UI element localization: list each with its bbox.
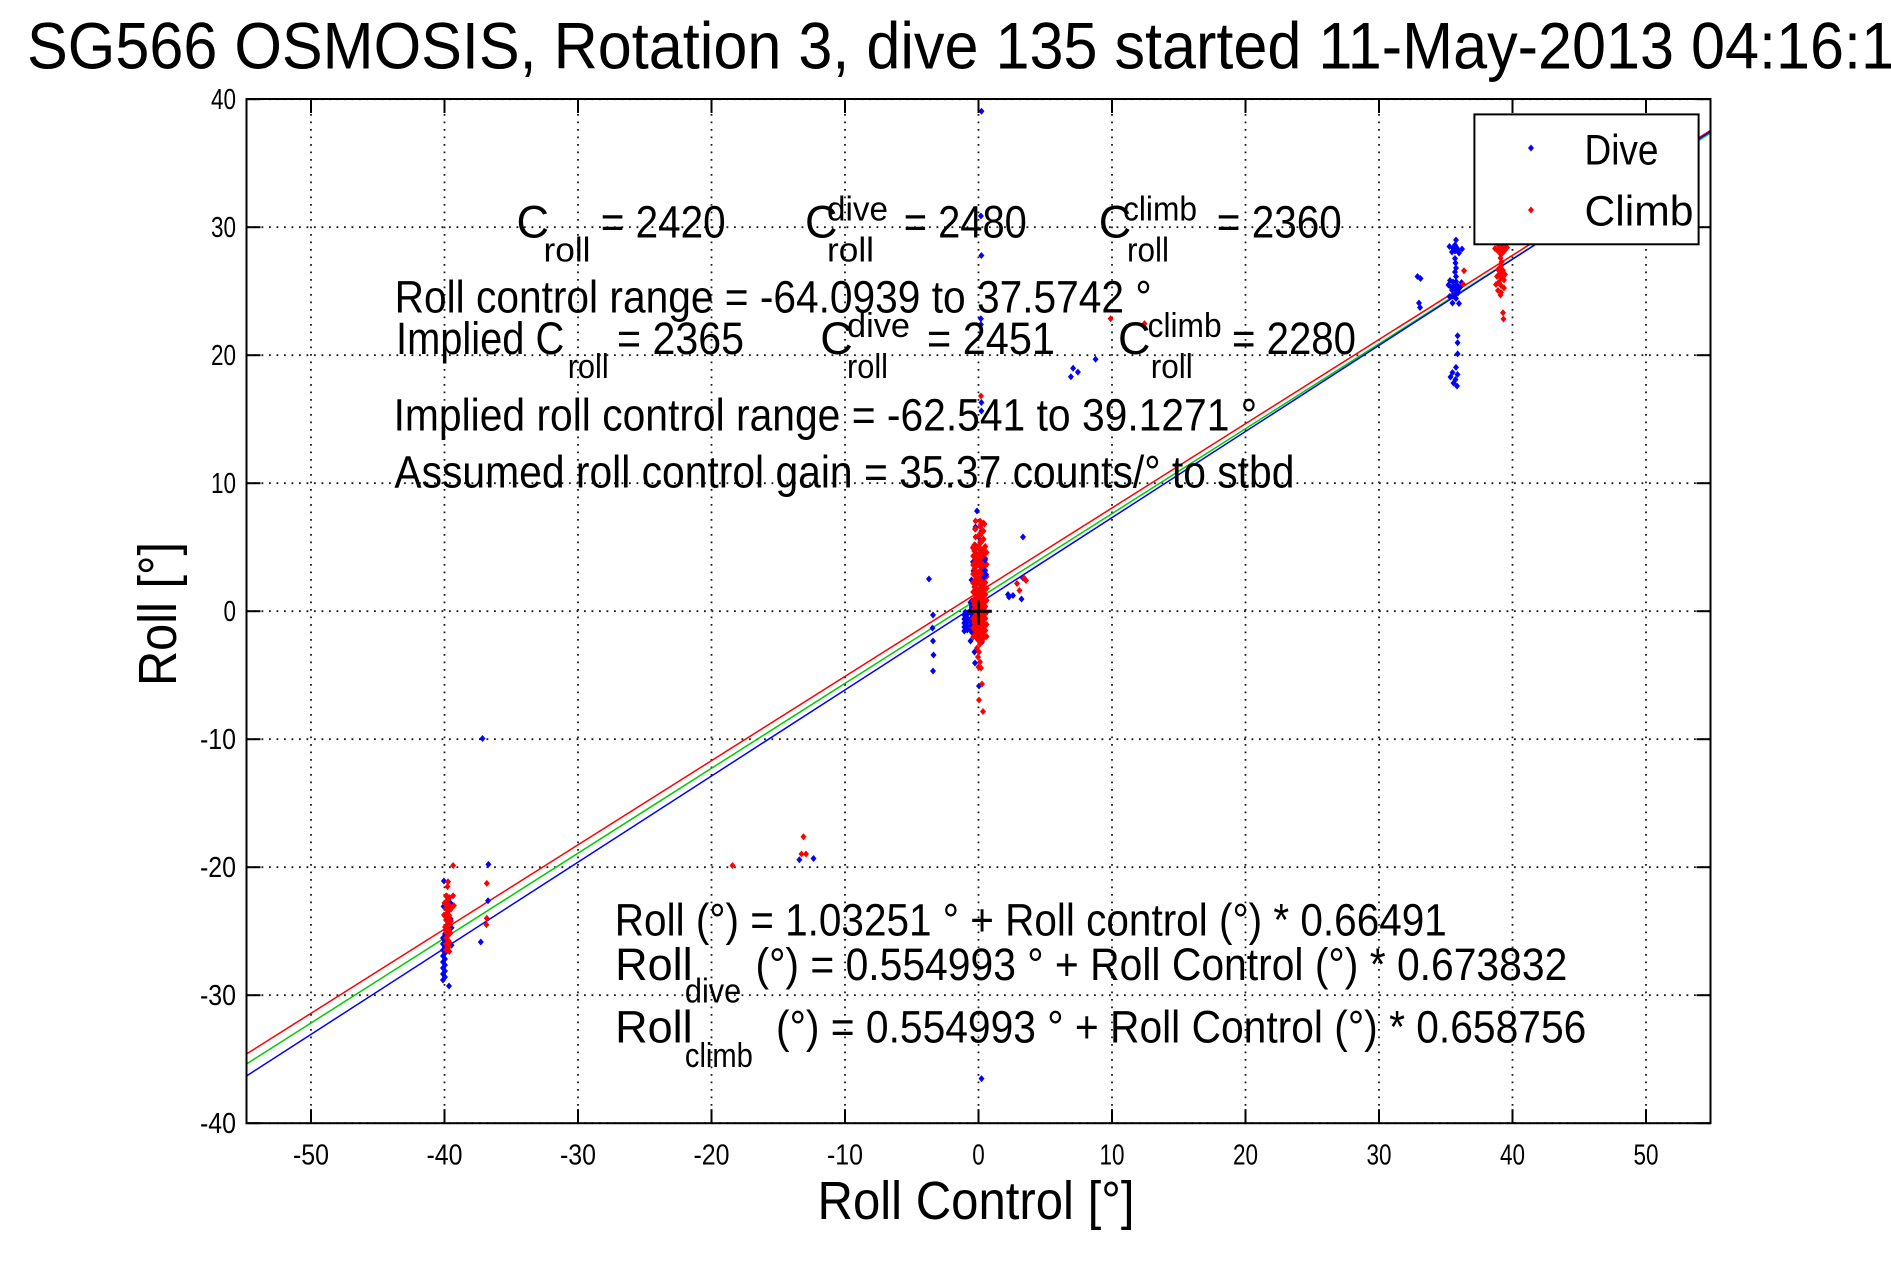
svg-text:dive: dive: [827, 191, 888, 229]
svg-text:roll: roll: [847, 348, 888, 386]
svg-text:Implied roll control range = -: Implied roll control range = -62.541 to …: [394, 390, 1258, 441]
svg-text:-40: -40: [427, 1140, 463, 1172]
svg-text:Roll Control [°]: Roll Control [°]: [818, 1171, 1135, 1231]
svg-text:-50: -50: [293, 1140, 329, 1172]
svg-text:C: C: [820, 313, 853, 364]
svg-text:roll: roll: [827, 232, 874, 270]
svg-text:Dive: Dive: [1585, 127, 1659, 175]
svg-text:-20: -20: [200, 852, 236, 884]
svg-text:30: 30: [1367, 1140, 1392, 1172]
svg-text:= 2360: = 2360: [1217, 197, 1342, 248]
svg-text:= 2451: = 2451: [927, 313, 1055, 364]
svg-text:Roll [°]: Roll [°]: [128, 542, 188, 686]
svg-text:Assumed roll control gain = 35: Assumed roll control gain = 35.37 counts…: [394, 446, 1294, 497]
svg-text:Roll control range = -64.0939: Roll control range = -64.0939 to 37.5742…: [395, 272, 1152, 323]
svg-text:0: 0: [972, 1140, 985, 1172]
svg-text:roll: roll: [568, 348, 609, 386]
svg-text:-10: -10: [200, 724, 236, 756]
svg-text:roll: roll: [1127, 232, 1169, 270]
svg-text:40: 40: [1500, 1140, 1525, 1172]
svg-text:C: C: [1118, 313, 1151, 364]
svg-text:Roll: Roll: [615, 939, 693, 990]
svg-text:0: 0: [224, 596, 237, 628]
svg-text:30: 30: [211, 212, 236, 244]
svg-text:Roll: Roll: [615, 1002, 693, 1053]
svg-text:C: C: [805, 197, 838, 248]
svg-text:C: C: [1099, 197, 1132, 248]
svg-text:= 2280: = 2280: [1232, 313, 1356, 364]
svg-text:10: 10: [211, 468, 236, 500]
svg-text:Implied C: Implied C: [396, 313, 564, 364]
svg-text:(°) = 0.554993 ° + Roll Contro: (°) = 0.554993 ° + Roll Control (°) * 0.…: [756, 939, 1568, 990]
svg-text:(°) = 0.554993 ° + Roll Contro: (°) = 0.554993 ° + Roll Control (°) * 0.…: [776, 1002, 1586, 1053]
svg-text:roll: roll: [544, 232, 591, 270]
svg-text:50: 50: [1634, 1140, 1659, 1172]
svg-text:-40: -40: [200, 1108, 236, 1140]
svg-text:-10: -10: [827, 1140, 863, 1172]
svg-text:roll: roll: [1151, 348, 1193, 386]
svg-text:dive: dive: [685, 973, 741, 1011]
svg-text:climb: climb: [685, 1037, 753, 1075]
svg-text:-20: -20: [694, 1140, 730, 1172]
svg-text:SG566 OSMOSIS, Rotation 3, div: SG566 OSMOSIS, Rotation 3, dive 135 star…: [27, 9, 1891, 83]
svg-text:40: 40: [211, 84, 236, 116]
svg-text:dive: dive: [847, 307, 910, 345]
svg-text:-30: -30: [200, 980, 236, 1012]
svg-text:Roll (°) = 1.03251 ° + Roll co: Roll (°) = 1.03251 ° + Roll control (°) …: [615, 895, 1447, 946]
svg-text:-30: -30: [560, 1140, 596, 1172]
svg-text:20: 20: [1233, 1140, 1258, 1172]
svg-text:10: 10: [1100, 1140, 1125, 1172]
svg-text:20: 20: [211, 340, 236, 372]
svg-text:Climb: Climb: [1585, 188, 1694, 236]
svg-text:= 2420: = 2420: [601, 197, 726, 248]
svg-text:= 2480: = 2480: [904, 197, 1027, 248]
svg-text:= 2365: = 2365: [617, 313, 744, 364]
svg-text:climb: climb: [1148, 307, 1222, 345]
svg-text:C: C: [517, 197, 550, 248]
svg-text:climb: climb: [1123, 191, 1197, 229]
